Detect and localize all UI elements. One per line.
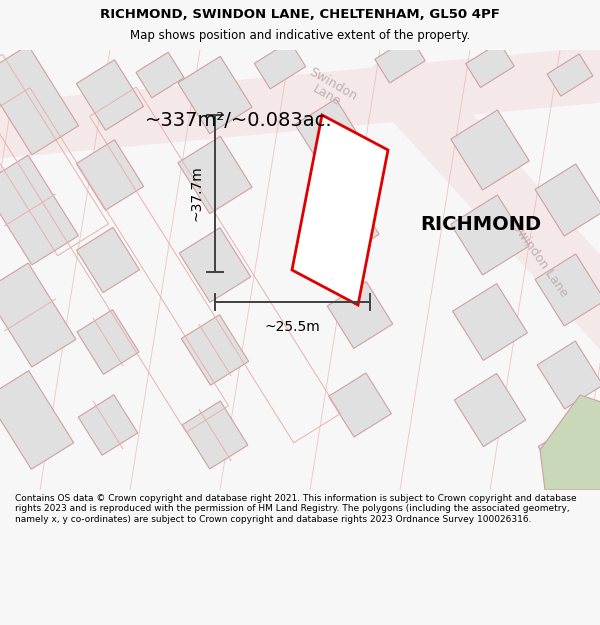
Text: Swindon
Lane: Swindon Lane (301, 66, 359, 114)
Text: Contains OS data © Crown copyright and database right 2021. This information is : Contains OS data © Crown copyright and d… (15, 494, 577, 524)
Polygon shape (466, 42, 514, 88)
Polygon shape (452, 284, 527, 361)
Polygon shape (254, 41, 306, 89)
Polygon shape (179, 228, 251, 302)
Polygon shape (77, 309, 139, 374)
Polygon shape (0, 45, 79, 155)
Text: RICHMOND: RICHMOND (420, 216, 541, 234)
Text: Swindon Lane: Swindon Lane (509, 221, 571, 299)
Polygon shape (295, 99, 365, 171)
Polygon shape (311, 190, 379, 260)
Polygon shape (535, 164, 600, 236)
Polygon shape (292, 115, 388, 305)
Polygon shape (537, 341, 600, 409)
Text: ~25.5m: ~25.5m (265, 320, 320, 334)
Polygon shape (178, 136, 252, 214)
Polygon shape (540, 395, 600, 490)
Polygon shape (0, 42, 600, 163)
Polygon shape (547, 54, 593, 96)
Polygon shape (0, 263, 76, 367)
Polygon shape (76, 140, 143, 210)
Polygon shape (136, 52, 184, 98)
Polygon shape (451, 110, 529, 190)
Text: Map shows position and indicative extent of the property.: Map shows position and indicative extent… (130, 29, 470, 42)
Polygon shape (538, 422, 600, 488)
Polygon shape (0, 155, 79, 265)
Polygon shape (454, 373, 526, 447)
Text: RICHMOND, SWINDON LANE, CHELTENHAM, GL50 4PF: RICHMOND, SWINDON LANE, CHELTENHAM, GL50… (100, 8, 500, 21)
Polygon shape (329, 373, 391, 437)
Polygon shape (535, 254, 600, 326)
Text: ~337m²/~0.083ac.: ~337m²/~0.083ac. (145, 111, 332, 129)
Polygon shape (77, 228, 139, 292)
Polygon shape (78, 395, 138, 455)
Polygon shape (327, 282, 393, 348)
Polygon shape (451, 195, 529, 275)
Polygon shape (356, 39, 600, 411)
Text: ~37.7m: ~37.7m (189, 166, 203, 221)
Polygon shape (0, 371, 74, 469)
Polygon shape (375, 37, 425, 83)
Polygon shape (182, 401, 248, 469)
Polygon shape (76, 60, 143, 130)
Polygon shape (181, 315, 248, 385)
Polygon shape (178, 56, 252, 134)
